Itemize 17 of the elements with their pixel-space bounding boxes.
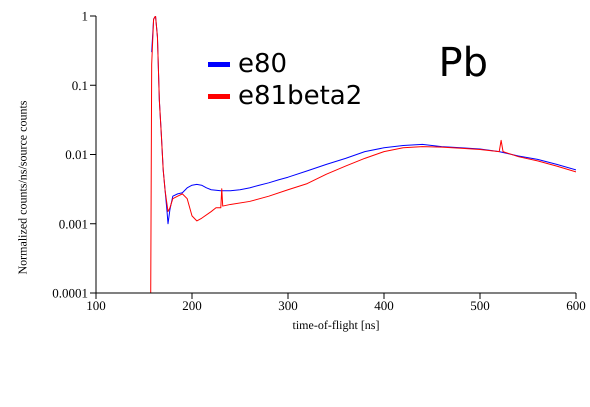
- y-axis-title: Normalized counts/ns/source counts: [15, 100, 30, 274]
- y-tick-label: 0.0001: [52, 286, 88, 301]
- legend-label: e81beta2: [238, 80, 362, 112]
- line-series: [149, 16, 576, 293]
- y-tick-label: 0.01: [65, 147, 88, 162]
- x-axis-title: time-of-flight [ns]: [292, 318, 380, 332]
- x-tick-label: 500: [470, 298, 490, 314]
- x-tick-label: 300: [278, 298, 298, 314]
- x-tick-label: 600: [566, 298, 586, 314]
- y-tick-label: 1: [82, 8, 88, 24]
- annotation: Pb: [438, 40, 488, 86]
- y-tick-label: 0.001: [58, 216, 88, 232]
- x-tick-label: 100: [86, 298, 106, 314]
- x-tick-label: 400: [374, 298, 394, 314]
- x-tick-label: 200: [182, 298, 202, 314]
- y-tick-label: 0.1: [72, 78, 88, 93]
- legend-label: e80: [238, 48, 288, 80]
